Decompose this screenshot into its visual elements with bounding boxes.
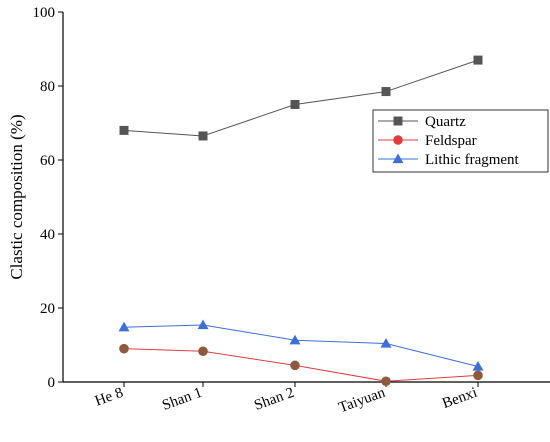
x-tick-label: Shan 1	[160, 385, 204, 414]
y-tick-label: 100	[33, 5, 56, 21]
legend-label: Feldspar	[425, 133, 477, 149]
data-point	[119, 343, 129, 354]
legend-marker	[393, 116, 403, 126]
y-tick-label: 80	[40, 79, 55, 95]
legend-item: Lithic fragment	[378, 152, 520, 168]
ticks: 0 20 40 60 80 100 He 8 Shan 1 Shan 2 Taiyuan Benxi	[33, 5, 480, 416]
series	[118, 55, 484, 387]
y-tick-label: 60	[40, 153, 55, 169]
x-tick-label: He 8	[93, 385, 125, 410]
axes	[62, 12, 550, 383]
data-point	[472, 360, 484, 371]
x-tick-label: Shan 2	[252, 385, 296, 414]
y-tick-label: 40	[40, 227, 55, 243]
data-point	[118, 321, 130, 332]
data-point	[290, 360, 300, 371]
x-tick-label: Benxi	[440, 385, 479, 412]
data-point	[473, 370, 483, 381]
legend: Quartz Feldspar Lithic fragment	[372, 109, 549, 173]
legend-label: Lithic fragment	[425, 152, 520, 168]
legend-item: Quartz	[378, 114, 466, 130]
data-point	[198, 131, 208, 141]
data-point	[197, 319, 209, 330]
data-point	[381, 376, 391, 387]
data-point	[380, 338, 392, 348]
legend-marker	[392, 153, 404, 164]
series-line	[123, 324, 479, 367]
data-point	[473, 55, 483, 65]
data-point	[381, 87, 391, 97]
y-tick-label: 0	[48, 375, 56, 391]
x-tick-label: Taiyuan	[337, 385, 388, 417]
legend-item: Feldspar	[378, 133, 477, 149]
y-axis-title: Clastic composition (%)	[7, 114, 26, 279]
legend-marker	[393, 135, 403, 145]
data-point	[198, 346, 208, 357]
data-point	[289, 334, 301, 345]
data-point	[119, 125, 129, 135]
legend-label: Quartz	[425, 114, 466, 130]
y-tick-label: 20	[40, 301, 55, 317]
series-lithic-fragment	[118, 319, 484, 371]
series-quartz	[119, 55, 483, 141]
series-feldspar	[119, 343, 483, 387]
data-point	[290, 100, 300, 109]
